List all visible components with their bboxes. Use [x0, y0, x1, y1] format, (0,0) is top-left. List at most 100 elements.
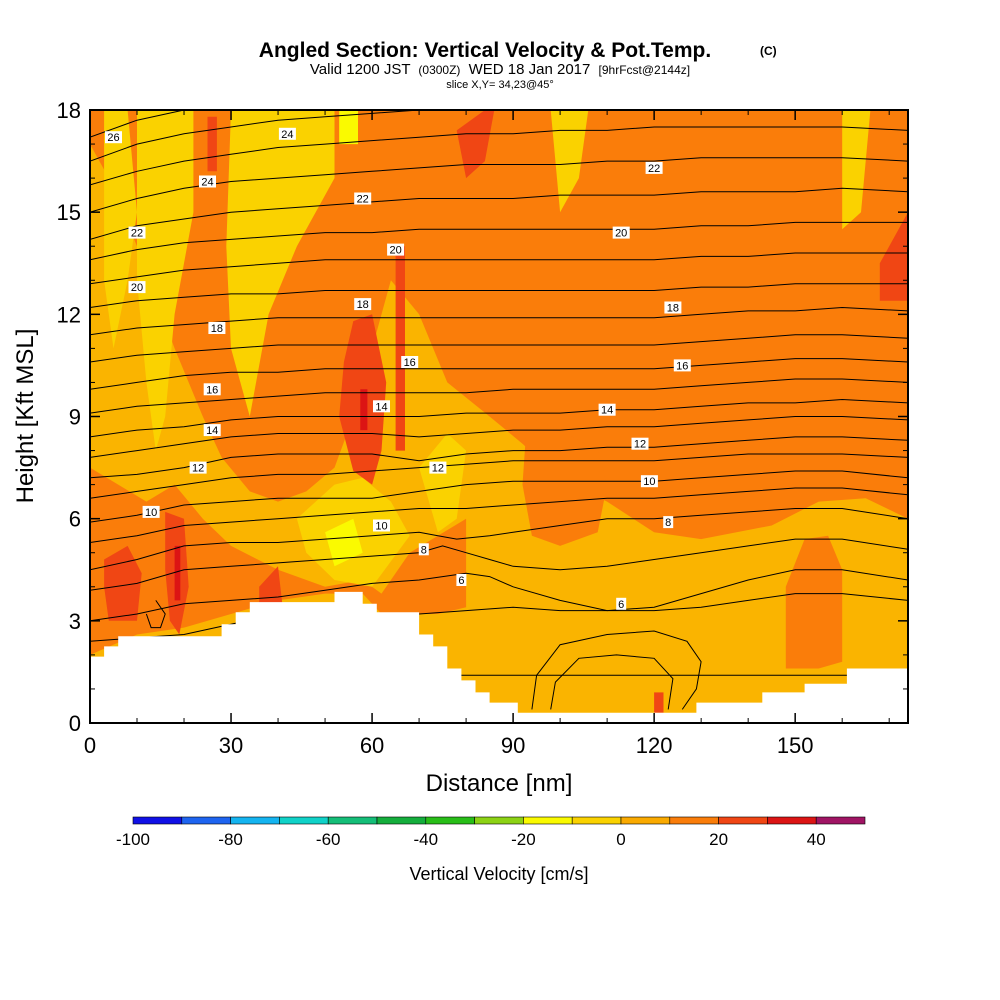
- theta-contour: [90, 508, 908, 571]
- subtitle-date: WED 18 Jan 2017: [469, 61, 591, 78]
- contour-label: 22: [645, 161, 663, 175]
- subtitle-valid: Valid 1200 JST: [310, 61, 410, 78]
- contour-label-text: 20: [389, 245, 401, 257]
- contour-label-text: 12: [192, 463, 204, 475]
- x-tick-label: 120: [636, 733, 673, 758]
- contour-label: 12: [189, 461, 207, 475]
- theta-contour: [90, 334, 908, 363]
- contour-label: 12: [429, 461, 447, 475]
- contour-label: 10: [142, 505, 160, 519]
- contour-label-text: 26: [107, 132, 119, 144]
- contour-label-text: 14: [601, 405, 613, 417]
- velocity-region: [325, 518, 363, 567]
- contour-label-text: 12: [432, 463, 444, 475]
- theta-contour: [90, 187, 908, 240]
- colorbar-label: -20: [511, 830, 536, 849]
- colorbar: -100 -80 -60 -40 -20 0 20 40: [116, 816, 866, 849]
- y-tick-label: 0: [69, 711, 81, 736]
- velocity-region: [785, 535, 843, 669]
- contour-label: 20: [387, 243, 405, 257]
- theta-contour-closed: [550, 654, 674, 710]
- contour-label-text: 18: [211, 323, 223, 335]
- velocity-region: [842, 110, 871, 230]
- x-tick-label: 90: [501, 733, 525, 758]
- contour-label: 14: [203, 424, 221, 437]
- contour-label-text: 14: [375, 401, 387, 413]
- contour-label-text: 18: [357, 299, 369, 311]
- colorbar-swatch: [669, 816, 719, 825]
- colorbar-label: -60: [316, 830, 341, 849]
- contour-label-text: 12: [634, 439, 646, 451]
- contour-label-text: 14: [206, 425, 218, 437]
- contour-label-text: 22: [648, 163, 660, 175]
- theta-contour: [90, 358, 908, 390]
- x-axis-title: Distance [nm]: [426, 770, 573, 797]
- velocity-region: [550, 110, 589, 213]
- theta-contour: [90, 470, 908, 523]
- contour-label-text: 20: [131, 282, 143, 294]
- contour-label-text: 18: [667, 303, 679, 315]
- colorbar-swatch: [767, 816, 817, 825]
- subtitle-utc: (0300Z): [418, 63, 460, 77]
- chart-subtitle: Valid 1200 JST (0300Z) WED 18 Jan 2017 […: [310, 61, 690, 78]
- y-axis: 0 3 6 9 12 15 18: [57, 98, 908, 736]
- chart-subtitle-slice: slice X,Y= 34,23@45°: [446, 79, 554, 91]
- colorbar-swatch: [181, 816, 231, 825]
- velocity-region: [174, 545, 181, 601]
- terrain-layer: [90, 591, 908, 723]
- velocity-region: [879, 212, 908, 301]
- colorbar-swatch: [523, 816, 573, 825]
- colorbar-label: 40: [807, 830, 826, 849]
- contour-label-text: 8: [421, 544, 427, 556]
- contour-label: 14: [373, 400, 390, 413]
- contour-label: 22: [354, 192, 372, 206]
- theta-contour: [90, 283, 908, 308]
- colorbar-label: -40: [414, 830, 439, 849]
- contour-label: 22: [128, 226, 146, 240]
- colorbar-swatch: [571, 816, 622, 825]
- contour-label: 6: [616, 597, 627, 611]
- subtitle-forecast: [9hrFcst@2144z]: [599, 63, 691, 77]
- contour-label-text: 16: [404, 357, 416, 369]
- contour-label: 16: [203, 383, 221, 396]
- theta-contour-closed: [145, 600, 166, 629]
- contour-label: 8: [663, 516, 674, 529]
- contour-label: 18: [354, 298, 372, 311]
- terrain: [90, 591, 908, 723]
- contour-label-text: 16: [676, 360, 688, 372]
- colorbar-swatch: [230, 816, 280, 825]
- contour-label-text: 16: [206, 384, 218, 396]
- velocity-region: [360, 389, 368, 431]
- theta-contour: [90, 378, 908, 414]
- x-tick-label: 30: [219, 733, 243, 758]
- velocity-region: [339, 110, 358, 145]
- theta-contour: [90, 306, 908, 336]
- contour-label: 16: [401, 356, 419, 369]
- chart-title-unit: (C): [760, 44, 777, 58]
- contour-label: 26: [105, 131, 122, 144]
- contour-label: 20: [128, 281, 146, 294]
- colorbar-swatch: [279, 816, 329, 825]
- contour-label-text: 10: [145, 507, 157, 519]
- theta-contour: [90, 221, 908, 261]
- colorbar-swatch: [425, 816, 475, 825]
- contour-label-text: 24: [281, 129, 293, 141]
- theta-contour-closed: [531, 630, 702, 710]
- chart-title: Angled Section: Vertical Velocity & Pot.…: [259, 39, 711, 62]
- velocity-region: [395, 246, 405, 451]
- contour-label: 10: [640, 475, 658, 488]
- theta-contour: [90, 487, 908, 543]
- theta-contour: [90, 416, 908, 458]
- x-tick-label: 60: [360, 733, 384, 758]
- velocity-region: [104, 110, 137, 349]
- velocity-region: [456, 110, 495, 179]
- contour-label-text: 22: [131, 228, 143, 240]
- contour-label: 18: [208, 322, 226, 335]
- colorbar-label: 20: [709, 830, 728, 849]
- theta-contour: [90, 157, 908, 213]
- colorbar-swatch: [620, 816, 671, 825]
- theta-contour: [90, 252, 908, 285]
- plot-area: 26 24 24 22 22 22 20 20 20 18 18 18 16 16 16 14 14 14 12 12…: [90, 110, 908, 723]
- contour-label-text: 10: [375, 521, 387, 533]
